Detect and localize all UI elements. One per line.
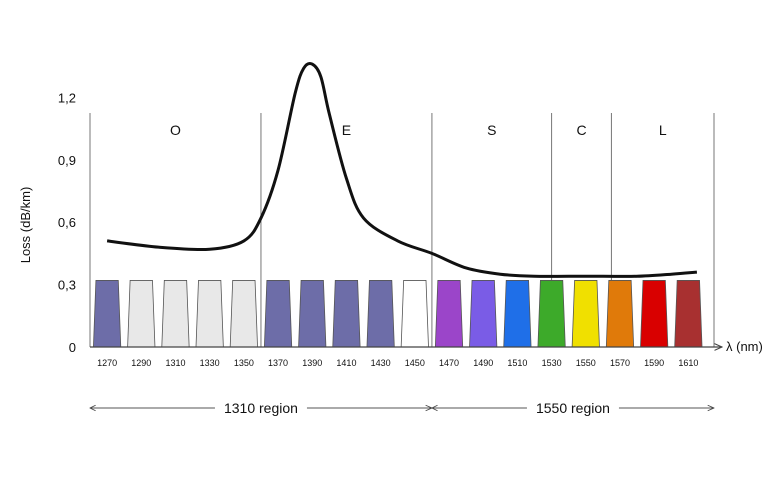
x-axis-title: λ (nm) — [726, 339, 763, 354]
band-label: S — [487, 122, 496, 138]
channel-label: 1410 — [336, 358, 356, 368]
channel-label: 1450 — [405, 358, 425, 368]
band-label: C — [576, 122, 586, 138]
channel-label: 1350 — [234, 358, 254, 368]
band-label: L — [659, 122, 667, 138]
y-tick-label: 1,2 — [58, 90, 76, 105]
labels: Loss (dB/km) λ (nm) — [18, 187, 763, 354]
channel-label: 1530 — [542, 358, 562, 368]
channel-1350 — [229, 280, 258, 348]
channel-label: 1590 — [644, 358, 664, 368]
y-axis-title: Loss (dB/km) — [18, 187, 33, 264]
y-tick-label: 0,9 — [58, 153, 76, 168]
channel-1430 — [366, 280, 395, 348]
channel-1590 — [640, 280, 669, 348]
channel-1530 — [537, 280, 566, 348]
channel-1330 — [195, 280, 224, 348]
axes: 0 0,3 0,6 0,9 1,2 — [58, 90, 722, 355]
band-label: O — [170, 122, 181, 138]
region-label: 1550 region — [536, 400, 610, 416]
channel-label: 1290 — [131, 358, 151, 368]
channel-1490 — [469, 280, 498, 348]
channel-1270 — [93, 280, 122, 348]
channel-1550 — [571, 280, 600, 348]
region-label: 1310 region — [224, 400, 298, 416]
channel-label: 1510 — [507, 358, 527, 368]
channel-1310 — [161, 280, 190, 348]
channel-1510 — [503, 280, 532, 348]
cwdm-channels: 1270 1290 1310 1330 1350 1370 1390 1410 1430 1450… — [93, 280, 703, 368]
channel-label: 1390 — [302, 358, 322, 368]
y-tick-label: 0 — [69, 340, 76, 355]
channel-1410 — [332, 280, 361, 348]
channel-label: 1570 — [610, 358, 630, 368]
y-tick-label: 0,3 — [58, 278, 76, 293]
channel-label: 1550 — [576, 358, 596, 368]
channel-1370 — [263, 280, 293, 348]
channel-label: 1470 — [439, 358, 459, 368]
channel-1610 — [674, 280, 703, 348]
channel-label: 1330 — [200, 358, 220, 368]
channel-1470 — [434, 280, 464, 348]
channel-1450 — [400, 280, 429, 348]
channel-1290 — [127, 280, 156, 348]
channel-label: 1430 — [371, 358, 391, 368]
region-arrows: 1310 region 1550 region — [90, 400, 714, 416]
channel-1570 — [605, 280, 635, 348]
channel-label: 1270 — [97, 358, 117, 368]
y-tick-label: 0,6 — [58, 215, 76, 230]
loss-curve — [106, 62, 698, 278]
loss-curve-layer — [106, 62, 698, 278]
channel-1390 — [298, 280, 327, 348]
channel-label: 1370 — [268, 358, 288, 368]
channel-label: 1310 — [165, 358, 185, 368]
channel-label: 1610 — [678, 358, 698, 368]
band-label: E — [342, 122, 351, 138]
channel-label: 1490 — [473, 358, 493, 368]
